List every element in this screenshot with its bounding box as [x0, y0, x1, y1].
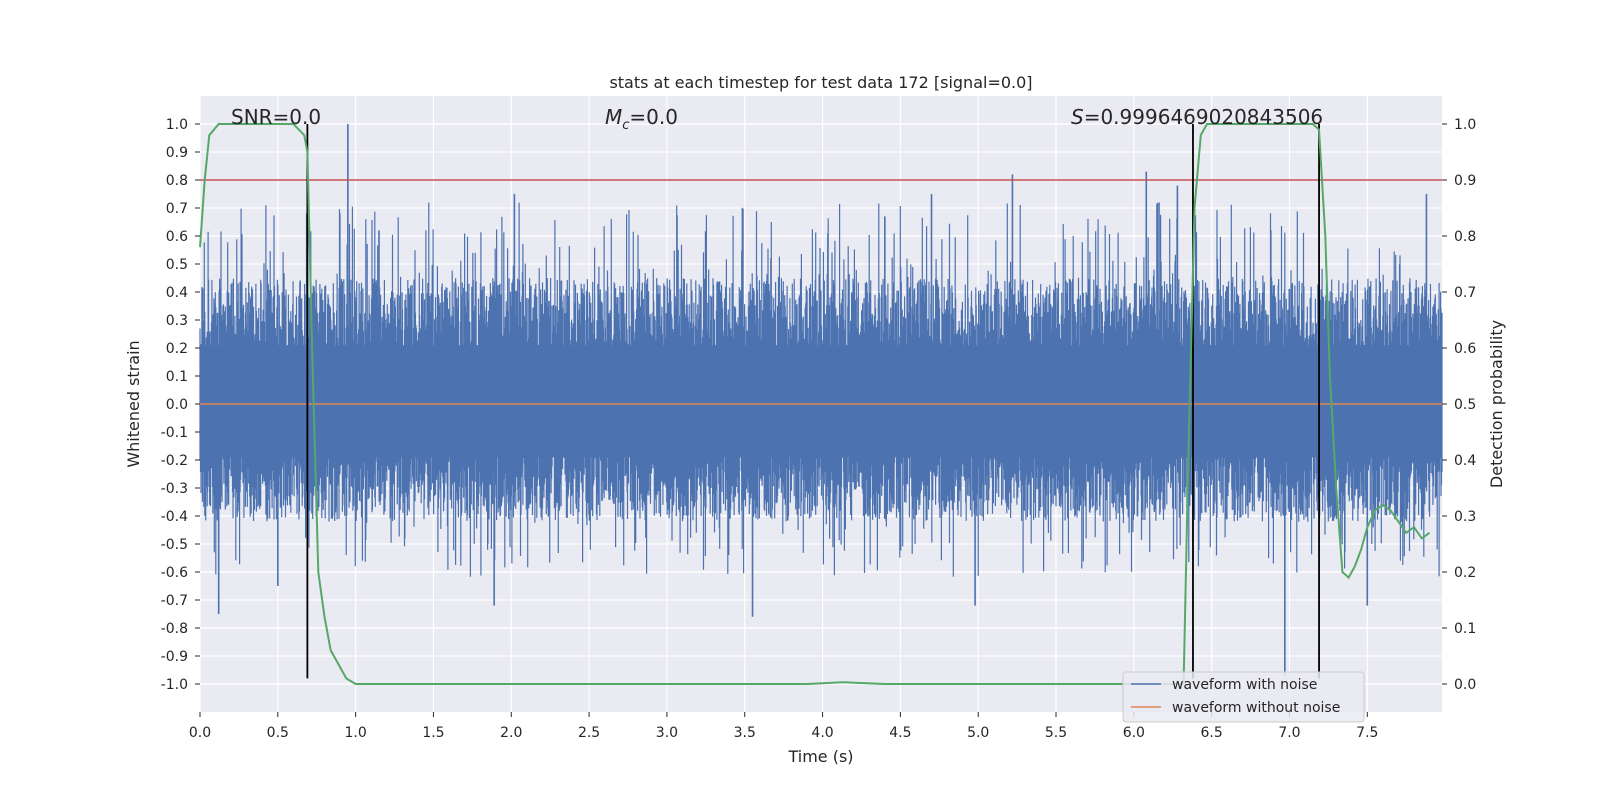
legend: waveform with noise waveform without noi… — [1122, 671, 1365, 723]
snr-annotation: SNR=0.0 — [231, 105, 321, 129]
x-tick-label: 3.5 — [734, 725, 756, 741]
mc-subscript: c — [622, 118, 629, 133]
y-tick-label: -0.1 — [161, 425, 188, 441]
x-tick-label: 1.5 — [422, 725, 444, 741]
y-tick-label: -0.3 — [161, 481, 188, 497]
y2-axis-label: Detection probability — [1487, 320, 1506, 488]
y-tick-label: -0.4 — [161, 509, 188, 525]
y2-tick-label: 0.8 — [1454, 229, 1476, 245]
y-tick-label: 0.6 — [166, 229, 188, 245]
y-tick-label: 0.0 — [166, 397, 188, 413]
y-tick-label: -0.6 — [161, 565, 188, 581]
y2-tick-label: 0.9 — [1454, 173, 1476, 189]
y-axis-label: Whitened strain — [124, 340, 143, 467]
y-tick-label: -0.2 — [161, 453, 188, 469]
series-waveform-with-noise — [199, 124, 1443, 676]
x-axis-label: Time (s) — [787, 747, 853, 766]
x-tick-label: 5.5 — [1045, 725, 1067, 741]
x-tick-label: 6.5 — [1201, 725, 1223, 741]
x-tick-label: 2.5 — [578, 725, 600, 741]
y-tick-label: 0.7 — [166, 201, 188, 217]
mc-value: =0.0 — [629, 105, 678, 129]
y2-tick-label: 0.3 — [1454, 509, 1476, 525]
x-tick-label: 4.5 — [889, 725, 911, 741]
y-tick-label: 1.0 — [166, 117, 188, 133]
y-tick-label: 0.4 — [166, 285, 188, 301]
y2-tick-label: 0.2 — [1454, 565, 1476, 581]
y2-tick-label: 0.0 — [1454, 677, 1476, 693]
chart-title: stats at each timestep for test data 172… — [609, 73, 1032, 92]
y-tick-label: -1.0 — [161, 677, 188, 693]
s-symbol: S — [1071, 105, 1084, 129]
y-tick-label: 0.3 — [166, 313, 188, 329]
y-tick-label: 0.5 — [166, 257, 188, 273]
x-tick-label: 2.0 — [500, 725, 522, 741]
mc-symbol: M — [605, 105, 622, 129]
y-tick-label: -0.8 — [161, 621, 188, 637]
y-tick-label: 0.9 — [166, 145, 188, 161]
x-tick-label: 6.0 — [1123, 725, 1145, 741]
y2-tick-label: 0.7 — [1454, 285, 1476, 301]
x-tick-label: 0.0 — [189, 725, 211, 741]
s-annotation: S=0.9996469020843506 — [1071, 105, 1323, 129]
y-tick-label: 0.1 — [166, 369, 188, 385]
x-tick-label: 7.0 — [1278, 725, 1300, 741]
y-tick-label: 0.2 — [166, 341, 188, 357]
x-tick-label: 4.0 — [811, 725, 833, 741]
y2-tick-label: 0.4 — [1454, 453, 1476, 469]
x-tick-label: 7.5 — [1356, 725, 1378, 741]
y2-tick-label: 0.1 — [1454, 621, 1476, 637]
y2-tick-label: 0.6 — [1454, 341, 1476, 357]
x-tick-label: 5.0 — [967, 725, 989, 741]
y-tick-label: -0.7 — [161, 593, 188, 609]
mc-annotation: Mc=0.0 — [605, 105, 678, 133]
y-tick-label: -0.5 — [161, 537, 188, 553]
y2-tick-label: 0.5 — [1454, 397, 1476, 413]
y-tick-label: -0.9 — [161, 649, 188, 665]
legend-box — [1122, 671, 1365, 723]
y-tick-label: 0.8 — [166, 173, 188, 189]
x-tick-label: 3.0 — [656, 725, 678, 741]
s-value: =0.9996469020843506 — [1084, 105, 1323, 129]
noise-trace — [199, 202, 1443, 577]
legend-label-clean: waveform without noise — [1172, 700, 1340, 716]
axes: 0.0 0.5 1.0 1.5 2.0 2.5 3.0 3.5 4.0 4.5 5.0 5.5 6.0 6… — [161, 117, 1477, 741]
y2-tick-label: 1.0 — [1454, 117, 1476, 133]
x-tick-label: 1.0 — [345, 725, 367, 741]
legend-label-noise: waveform with noise — [1172, 677, 1317, 693]
x-tick-label: 0.5 — [267, 725, 289, 741]
